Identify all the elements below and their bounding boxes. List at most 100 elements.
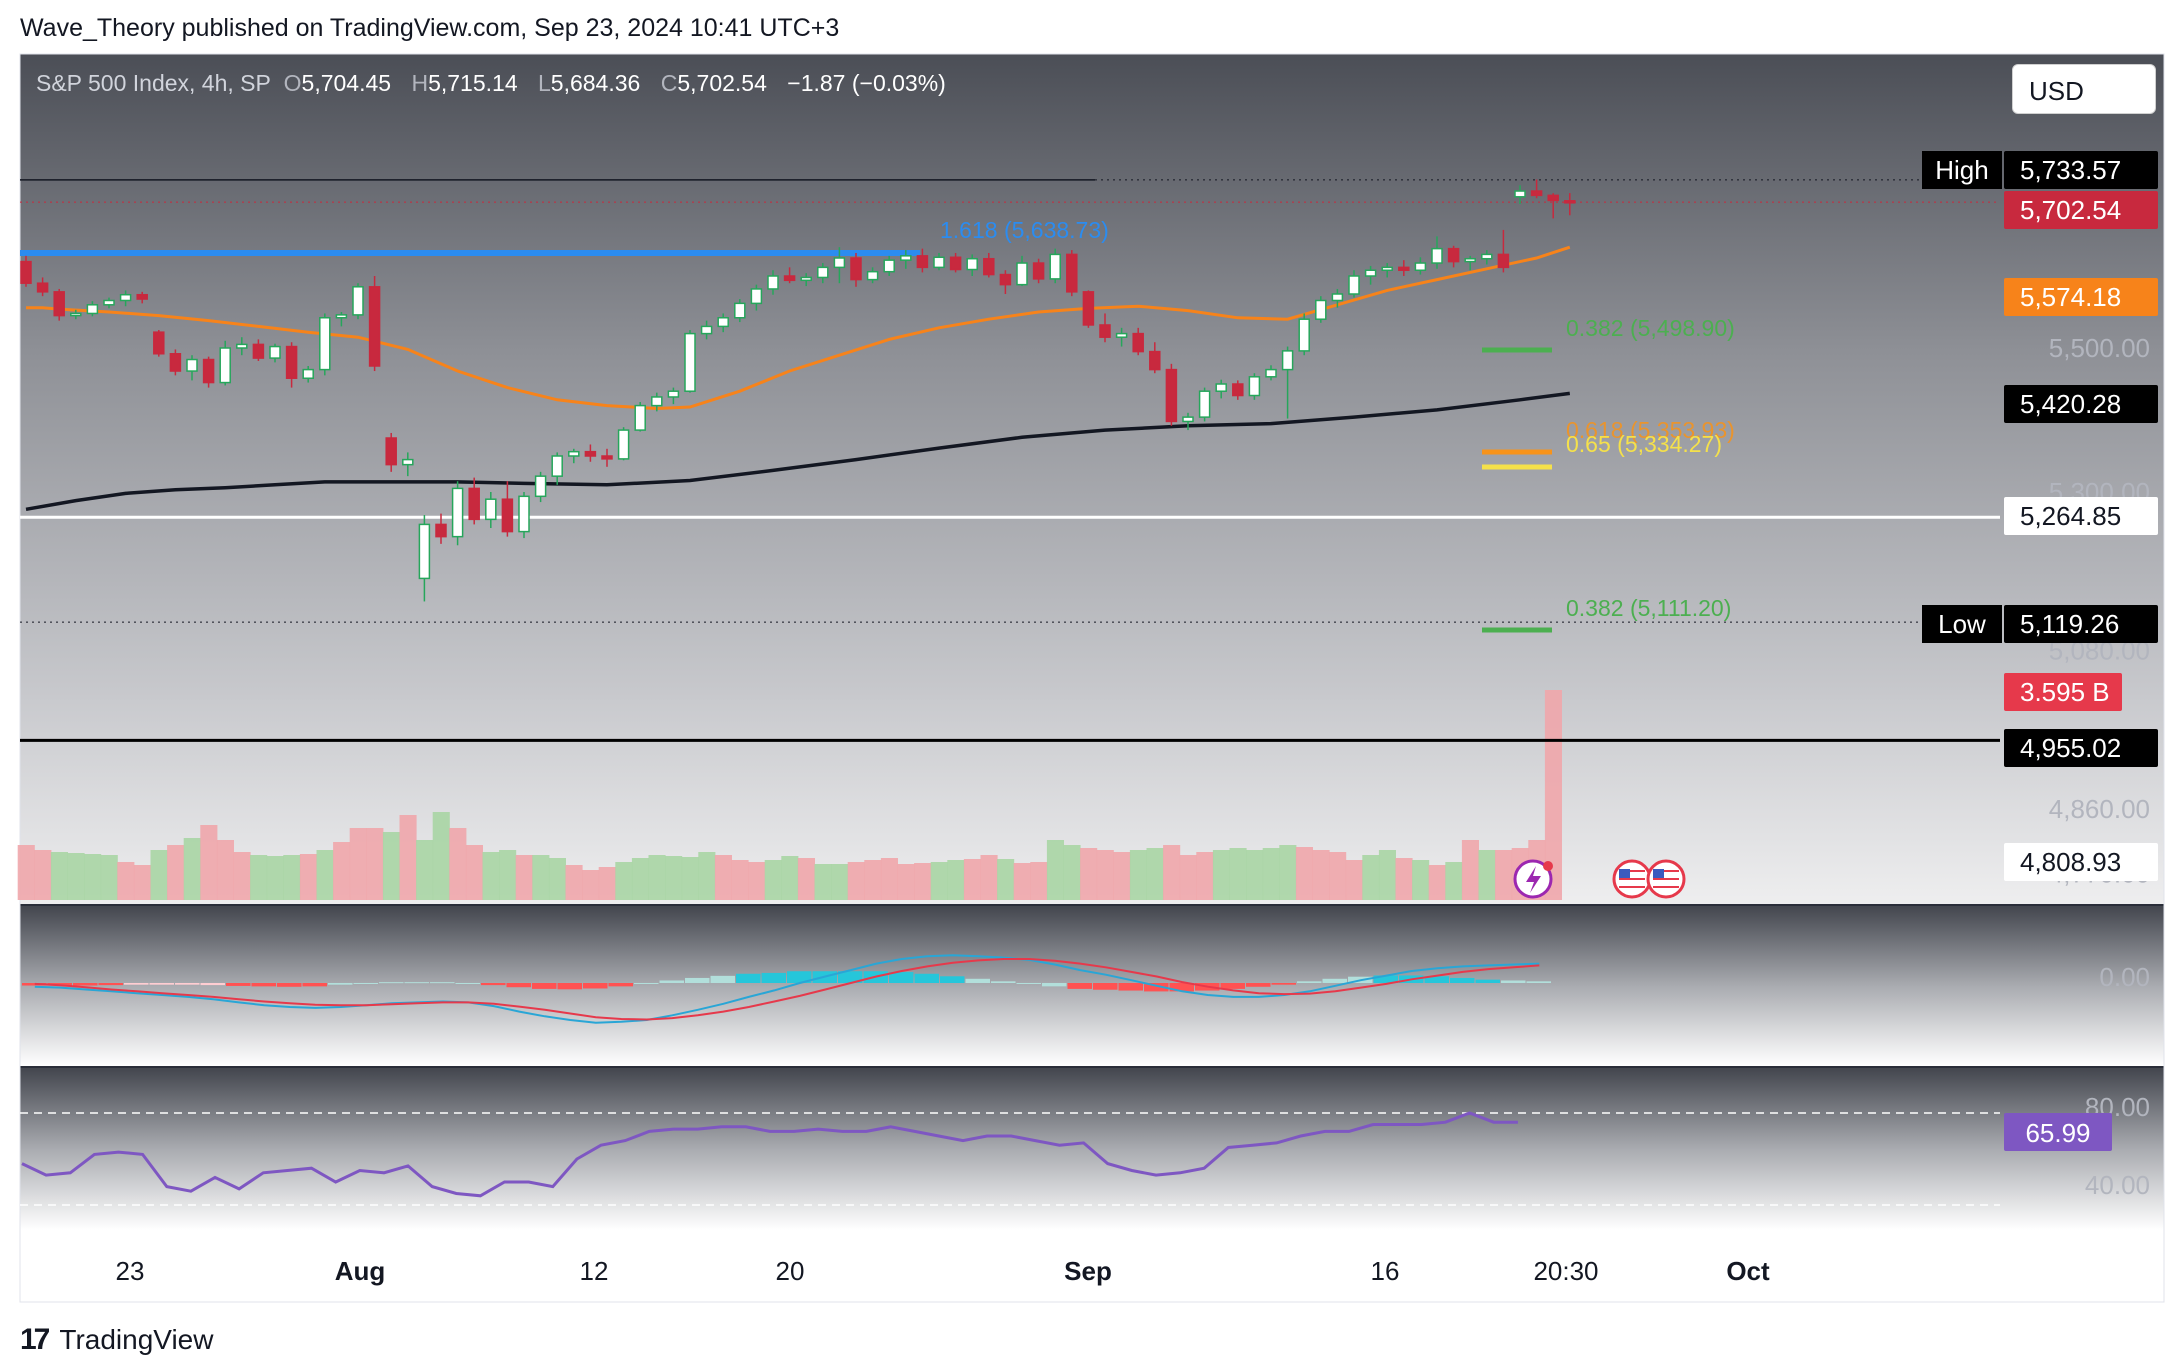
volume-bar [914,863,932,900]
candle-body [651,396,663,407]
macd-histogram-bar [1501,980,1526,983]
macd-histogram-bar [914,973,939,983]
volume-bar [631,858,649,900]
fib-label: 0.382 (5,498.90) [1566,315,1735,341]
candle-body [1481,253,1493,260]
price-label-value: 5,574.18 [2020,282,2121,312]
volume-bar [1478,850,1496,900]
price-label-title-bg [1922,151,2002,189]
candle-body [1082,291,1095,326]
event-markers[interactable] [1513,859,1686,899]
candle-body [1497,253,1510,269]
macd-histogram-bar [481,983,506,986]
volume-bar [665,856,683,900]
candle-body [667,390,680,398]
volume-bar [847,862,865,900]
price-label-bg [2004,497,2158,535]
macd-histogram-bar [302,983,327,987]
volume-bar [465,845,483,900]
flag-canton [1619,869,1630,878]
macd-histogram-bar [328,983,353,985]
candle-body [1464,257,1476,263]
candle-body [302,368,314,379]
macd-histogram-bar [1093,983,1118,990]
time-tick: Sep [1064,1256,1112,1286]
volume-bar [1013,863,1031,900]
candle-body [335,314,348,319]
volume-bar [864,860,882,900]
candle-body [817,266,829,279]
volume-bar [34,850,52,900]
volume-bar [416,840,434,900]
time-tick: 20 [776,1256,805,1286]
macd-histogram-bar [404,982,429,984]
candle-body [518,495,530,533]
volume-bar [731,860,749,900]
volume-bar [681,857,699,900]
time-tick: 12 [580,1256,609,1286]
ema-black-line [25,391,1571,512]
rsi-value: 65.99 [2025,1118,2090,1148]
macd-histogram-bar [532,983,557,989]
macd-histogram-bar [175,983,200,985]
candle-body [136,293,148,300]
volume-bar [333,842,351,900]
candle-body [1182,416,1194,423]
candle-body [385,437,397,466]
volume-bar [515,855,533,900]
macd-histogram-bar [379,982,404,984]
candle-body [916,255,929,269]
candle-body [568,450,580,457]
volume-bar [1428,865,1446,900]
volume-bar [150,850,168,900]
price-label-value: 5,733.57 [2020,155,2121,185]
macd-histogram-bar [889,972,914,983]
time-tick: Oct [1726,1256,1770,1286]
currency-button[interactable]: USD [2012,64,2156,114]
time-tick: 23 [116,1256,145,1286]
candle-body [451,487,464,538]
candle-body [717,317,729,328]
volume-bar [1312,850,1330,900]
chart-border [19,53,2165,1303]
macd-histogram-bar [685,977,710,983]
volume-bar [250,855,268,900]
volume-bar [499,850,517,900]
volume-bar [50,852,68,900]
volume-bar [1129,850,1147,900]
candle-body [402,458,414,466]
volume-bar [449,828,467,900]
candle-body [900,255,912,261]
footer-brand[interactable]: 17 TradingView [20,1320,213,1360]
candle-body [1547,194,1559,202]
candle-body [418,523,431,580]
volume-bar [1146,848,1164,900]
volume-bar [117,862,135,900]
price-label-value: 5,702.54 [2020,195,2121,225]
candle-body [800,276,812,282]
candle-body [734,302,746,319]
fib-label: 0.382 (5,111.20) [1566,595,1731,621]
volume-bar [1163,845,1181,900]
volume-bar [200,825,218,900]
legend-high-key: H [411,70,429,96]
volume-bar [814,864,832,900]
volume-bar [1030,862,1048,900]
time-tick: 20:30 [1533,1256,1598,1286]
candle-body [352,286,364,316]
volume-bar [399,815,417,900]
price-label-bg [2004,673,2122,711]
price-label-value: 5,264.85 [2020,501,2121,531]
macd-histogram-bar [1169,983,1194,992]
candle-body [1265,368,1277,378]
price-label-title: Low [1938,609,1986,639]
volume-bar [1246,850,1264,900]
volume-bar [781,856,799,900]
macd-histogram-bar [1246,983,1271,987]
volume-bar [84,854,102,900]
volume-bar [714,855,732,900]
macd-histogram-bar [1144,983,1169,992]
candle-body [551,455,563,477]
candle-body [1331,293,1344,302]
